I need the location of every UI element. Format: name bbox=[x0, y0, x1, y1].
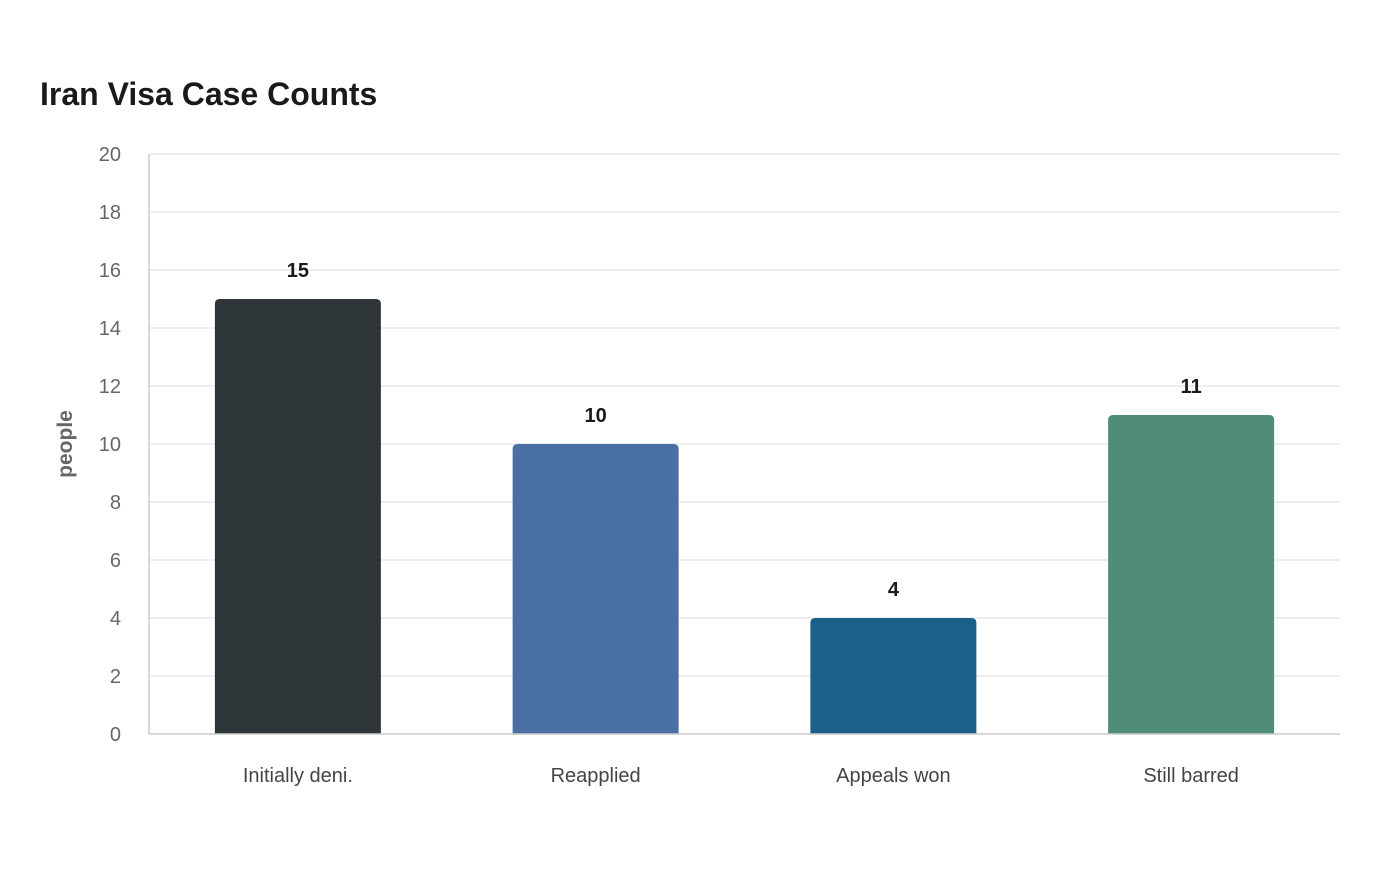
value-label: 15 bbox=[287, 260, 309, 282]
value-labels: 15 10 4 11 bbox=[287, 260, 1202, 601]
bar-2 bbox=[512, 444, 679, 734]
y-tick-label: 8 bbox=[110, 492, 121, 514]
y-tick-label: 6 bbox=[110, 550, 121, 572]
y-tick-label: 12 bbox=[99, 376, 121, 398]
bar-4 bbox=[1108, 415, 1275, 734]
y-tick-label: 0 bbox=[110, 724, 121, 746]
value-label: 4 bbox=[888, 579, 900, 601]
y-axis-title: people bbox=[54, 410, 77, 478]
bar-1 bbox=[214, 299, 381, 734]
value-label: 10 bbox=[585, 405, 607, 427]
y-tick-label: 14 bbox=[99, 318, 121, 340]
x-category-labels: Initially deni. Reapplied Appeals won Still… bbox=[243, 765, 1239, 787]
y-tick-label: 20 bbox=[99, 144, 121, 166]
x-category-label: Reapplied bbox=[551, 765, 641, 787]
x-category-label: Still barred bbox=[1143, 765, 1239, 787]
value-label: 11 bbox=[1181, 376, 1202, 398]
x-category-label: Initially deni. bbox=[243, 765, 353, 787]
bar-3 bbox=[810, 618, 977, 734]
bars bbox=[214, 299, 1275, 734]
y-tick-label: 2 bbox=[110, 666, 121, 688]
x-category-label: Appeals won bbox=[836, 765, 951, 787]
y-tick-label: 16 bbox=[99, 260, 121, 282]
y-tick-label: 18 bbox=[99, 202, 121, 224]
chart-title: Iran Visa Case Counts bbox=[40, 76, 378, 112]
y-tick-labels: 0 2 4 6 8 10 12 14 16 18 20 bbox=[99, 144, 121, 746]
y-tick-label: 4 bbox=[110, 608, 121, 630]
y-tick-label: 10 bbox=[99, 434, 121, 456]
